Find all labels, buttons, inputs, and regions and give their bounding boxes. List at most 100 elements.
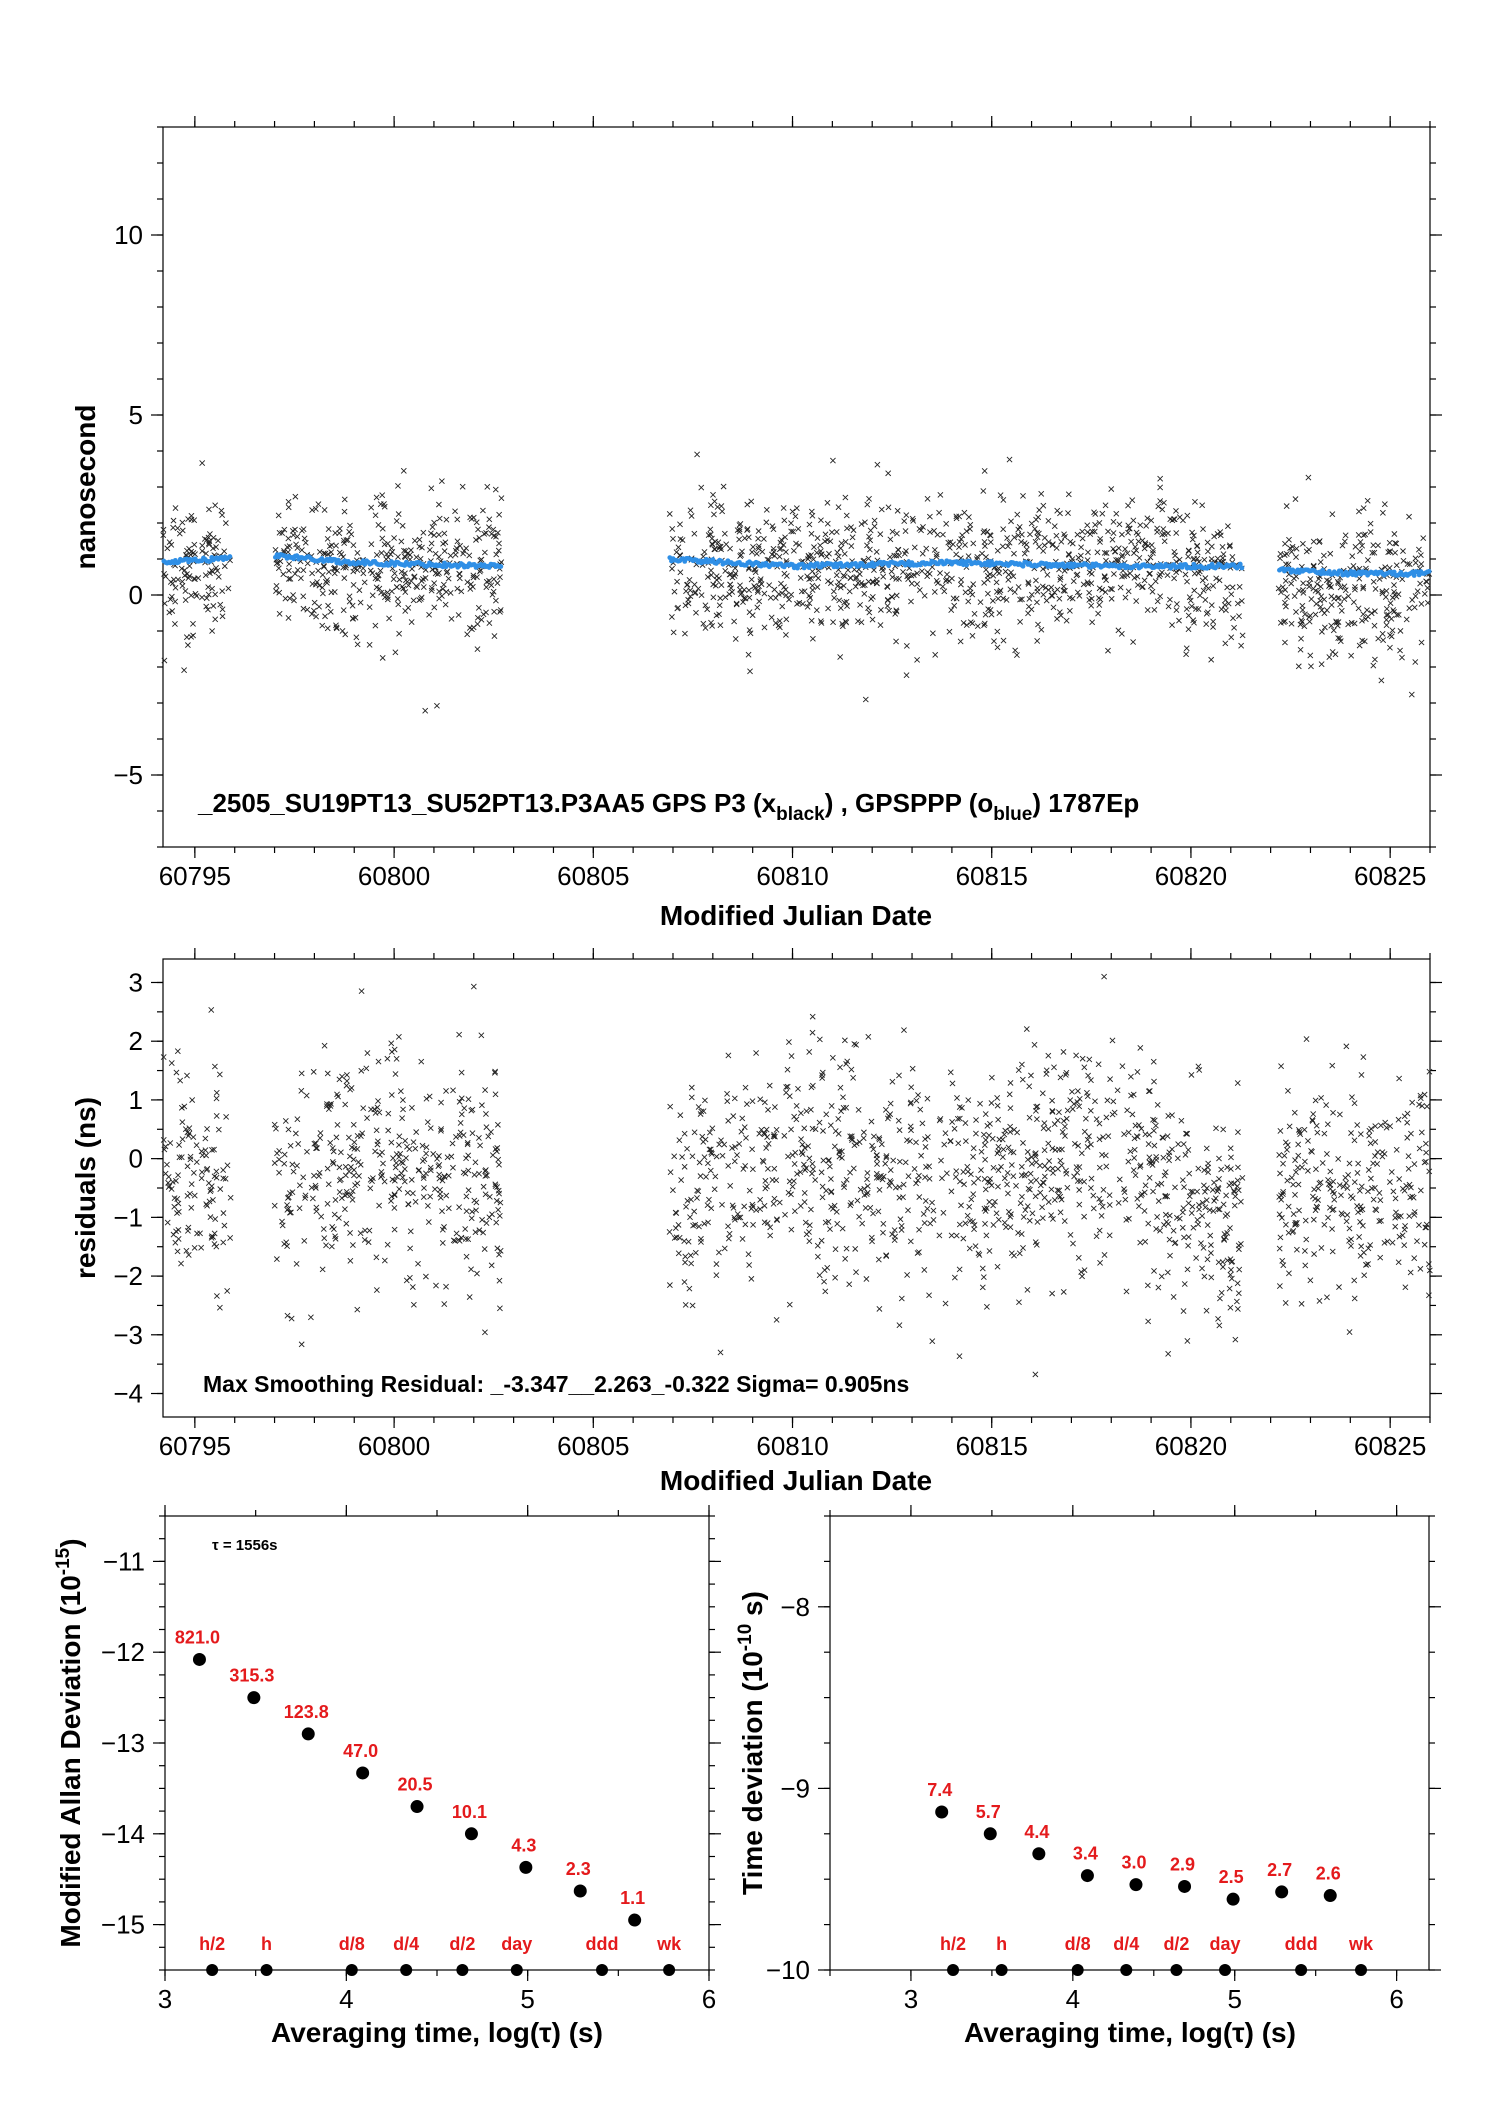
middle-x-point — [1378, 1217, 1384, 1224]
middle-x-point — [335, 1093, 341, 1100]
top-x-point — [817, 548, 824, 554]
top-x-point — [1034, 638, 1041, 644]
middle-x-point — [492, 1146, 499, 1152]
middle-x-point — [448, 1153, 455, 1160]
top-x-point — [218, 507, 225, 514]
top-x-point — [795, 525, 802, 532]
tdev-xtick-label: 4 — [1066, 1984, 1080, 2014]
top-x-point — [1169, 622, 1175, 628]
middle-x-point — [756, 1130, 763, 1137]
middle-x-point — [168, 1185, 175, 1192]
middle-x-point — [875, 1208, 882, 1215]
top-x-point — [1008, 518, 1014, 525]
top-x-point — [910, 572, 917, 579]
top-x-point — [199, 548, 206, 554]
top-x-point — [368, 541, 375, 548]
top-x-point — [1108, 595, 1115, 602]
middle-x-point — [445, 1172, 452, 1179]
middle-x-point — [1204, 1222, 1211, 1229]
middle-x-point — [938, 1157, 944, 1164]
top-x-point — [983, 566, 989, 573]
top-x-point — [1044, 571, 1051, 578]
top-x-point — [885, 504, 892, 511]
top-x-point — [161, 657, 168, 664]
middle-x-point — [483, 1111, 489, 1117]
top-x-point — [1279, 584, 1286, 591]
middle-x-point — [786, 1093, 793, 1100]
middle-x-point — [978, 1167, 984, 1173]
middle-x-point — [439, 1208, 445, 1215]
top-x-point — [999, 543, 1006, 550]
middle-x-point — [1231, 1189, 1238, 1195]
top-x-point — [1211, 533, 1218, 540]
top-x-point — [971, 610, 978, 617]
top-annotation-sub-blue: blue — [993, 804, 1032, 825]
middle-x-point — [926, 1163, 933, 1170]
middle-x-point — [1234, 1280, 1241, 1287]
middle-x-point — [1103, 1163, 1110, 1170]
top-x-point — [718, 546, 725, 553]
middle-x-point — [960, 1235, 967, 1242]
middle-x-point — [1101, 1252, 1108, 1258]
middle-x-point — [211, 1241, 218, 1247]
middle-x-point — [443, 1088, 449, 1094]
middle-x-point — [1006, 1091, 1013, 1098]
top-x-point — [1125, 588, 1132, 595]
top-x-point — [793, 505, 800, 512]
middle-x-point — [492, 1091, 499, 1098]
middle-x-point — [1186, 1193, 1193, 1200]
middle-x-point — [406, 1146, 413, 1153]
middle-x-point — [888, 1179, 894, 1186]
tdev-xtick-label: 3 — [904, 1984, 918, 2014]
top-x-point — [702, 602, 709, 609]
top-x-point — [174, 525, 181, 532]
tdev-ylabel-end: s) — [737, 1591, 768, 1624]
middle-x-point — [1335, 1156, 1342, 1162]
top-x-point — [1152, 578, 1159, 585]
middle-x-point — [1330, 1178, 1337, 1185]
top-x-point — [489, 591, 496, 598]
middle-x-point — [211, 1063, 218, 1070]
middle-x-point — [168, 1060, 175, 1066]
top-x-point — [416, 536, 423, 543]
middle-x-point — [799, 1151, 806, 1158]
top-x-point — [167, 596, 174, 603]
top-x-point — [1282, 599, 1288, 606]
top-x-point — [710, 491, 716, 498]
top-x-point — [1297, 646, 1304, 653]
middle-x-point — [826, 1163, 833, 1170]
middle-x-point — [797, 1110, 804, 1117]
middle-x-point — [964, 1212, 971, 1219]
top-x-point — [381, 590, 387, 597]
top-x-point — [838, 540, 845, 547]
top-x-point — [1284, 594, 1290, 600]
top-x-point — [484, 483, 491, 490]
middle-x-point — [430, 1151, 437, 1157]
middle-x-point — [483, 1124, 490, 1131]
top-x-point — [1023, 546, 1030, 553]
middle-x-point — [407, 1245, 414, 1252]
middle-x-point — [325, 1181, 332, 1188]
middle-x-point — [471, 1171, 478, 1178]
middle-x-point — [843, 1060, 850, 1067]
middle-x-point — [852, 1245, 859, 1252]
top-x-point — [1115, 557, 1121, 563]
allan-xtick-label: 6 — [702, 1984, 716, 2014]
top-x-point — [188, 548, 195, 555]
middle-x-point — [725, 1223, 731, 1230]
top-x-point — [1379, 588, 1386, 595]
middle-x-point — [731, 1095, 738, 1102]
middle-x-point — [1106, 1192, 1113, 1199]
top-x-point — [347, 522, 353, 529]
top-x-point — [1184, 578, 1190, 585]
middle-x-point — [373, 1287, 380, 1294]
tdev-ytick-label: −8 — [780, 1592, 810, 1622]
middle-x-point — [819, 1194, 826, 1201]
middle-x-point — [1190, 1224, 1197, 1231]
middle-x-point — [746, 1187, 753, 1194]
middle-x-point — [463, 1253, 470, 1260]
middle-x-point — [482, 1191, 489, 1198]
middle-x-point — [211, 1173, 218, 1180]
middle-x-point — [771, 1195, 778, 1202]
top-x-point — [970, 540, 977, 547]
